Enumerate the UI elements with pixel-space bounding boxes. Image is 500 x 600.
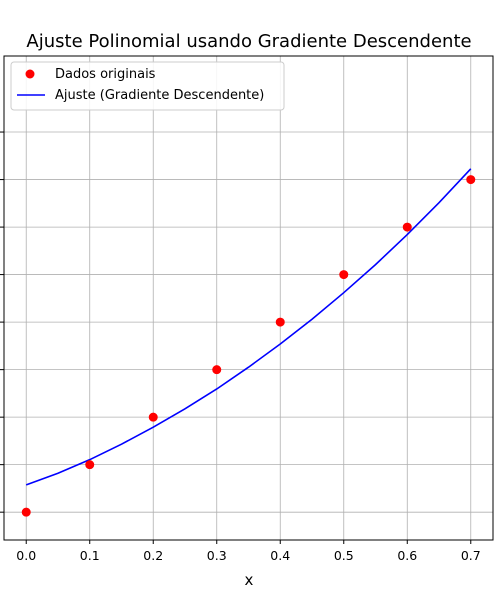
- plot-frame: [3, 55, 494, 541]
- x-tick-label: 0.1: [80, 548, 100, 563]
- x-axis-ticks: 0.0 0.1 0.2 0.3 0.4 0.5 0.6 0.7: [16, 540, 481, 563]
- data-point: [21, 507, 31, 517]
- scatter-series: [21, 175, 476, 517]
- legend-label-line: Ajuste (Gradiente Descendente): [55, 88, 264, 103]
- x-axis-label: x: [245, 571, 254, 589]
- grid: [4, 56, 493, 540]
- fit-line: [25, 168, 472, 486]
- x-tick-label: 0.4: [270, 548, 290, 563]
- legend-scatter-marker: [25, 69, 35, 79]
- x-tick-label: 0.2: [143, 548, 163, 563]
- legend-label-scatter: Dados originais: [55, 67, 156, 82]
- chart-title: Ajuste Polinomial usando Gradiente Desce…: [26, 31, 471, 52]
- legend-box: [10, 61, 285, 111]
- data-point: [212, 365, 222, 375]
- x-tick-label: 0.3: [207, 548, 227, 563]
- data-point: [85, 460, 95, 470]
- data-point: [466, 175, 476, 185]
- y-axis-ticks: [0, 131, 4, 513]
- data-point: [402, 222, 412, 232]
- x-tick-label: 0.6: [397, 548, 417, 563]
- x-tick-label: 0.7: [461, 548, 481, 563]
- data-point: [339, 270, 349, 280]
- data-point: [275, 317, 285, 327]
- x-tick-label: 0.0: [16, 548, 36, 563]
- legend: Dados originais Ajuste (Gradiente Descend…: [10, 61, 285, 111]
- data-point: [148, 412, 158, 422]
- x-tick-label: 0.5: [334, 548, 354, 563]
- fit-line-series: [25, 168, 472, 486]
